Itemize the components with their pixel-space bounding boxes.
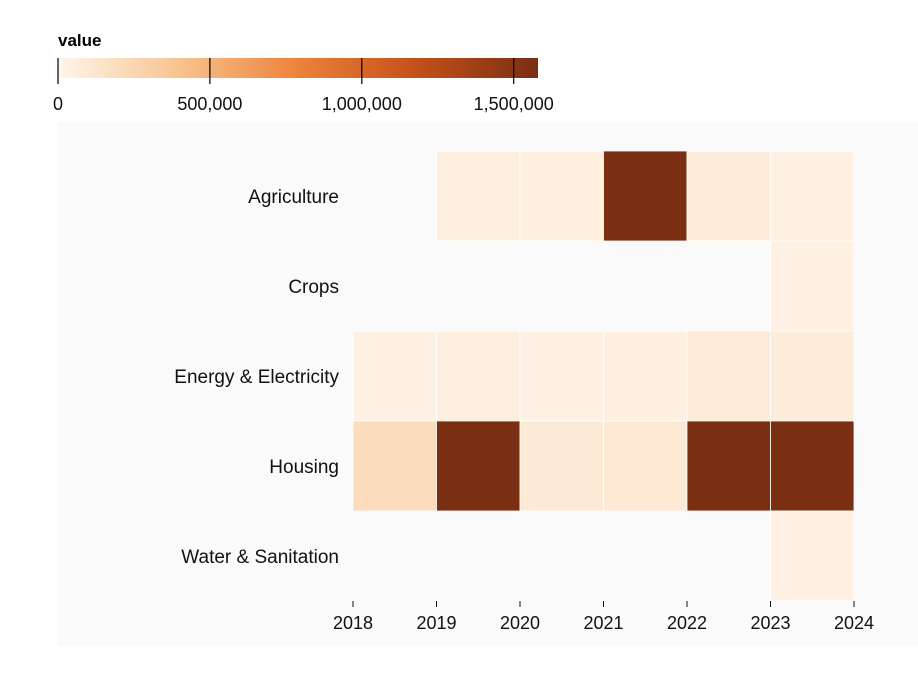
x-tick-label: 2022 xyxy=(667,613,707,633)
y-axis-label: Agriculture xyxy=(248,187,339,208)
legend-ticks: 0 500,000 1,000,000 1,500,000 xyxy=(53,58,554,114)
x-tick-label: 2021 xyxy=(583,613,623,633)
y-axis-label: Crops xyxy=(288,277,339,298)
legend-tick-label: 1,500,000 xyxy=(474,94,554,114)
heatmap-cell xyxy=(686,330,771,422)
heatmap-cell xyxy=(519,150,604,242)
y-axis-labels: Agriculture Crops Energy & Electricity Hous… xyxy=(174,187,339,568)
heatmap-cells xyxy=(352,150,855,602)
heatmap-cell xyxy=(603,150,688,242)
heatmap-cell xyxy=(686,420,771,512)
legend-color-bar xyxy=(58,58,538,78)
legend-title: value xyxy=(58,31,101,50)
x-tick-label: 2023 xyxy=(750,613,790,633)
heatmap-cell xyxy=(436,330,521,422)
x-tick-label: 2019 xyxy=(416,613,456,633)
heatmap-cell xyxy=(770,420,855,512)
heatmap-cell xyxy=(770,330,855,422)
heatmap-cell xyxy=(519,330,604,422)
legend-tick-label: 1,000,000 xyxy=(322,94,402,114)
heatmap-cell xyxy=(686,150,771,242)
heatmap-cell xyxy=(352,420,437,512)
heatmap-cell xyxy=(770,150,855,242)
x-tick-label: 2018 xyxy=(333,613,373,633)
heatmap-cell xyxy=(603,330,688,422)
x-axis: 2018 2019 2020 2021 2022 2023 2024 xyxy=(333,601,874,633)
x-tick-label: 2024 xyxy=(834,613,874,633)
heatmap-cell xyxy=(436,150,521,242)
y-axis-label: Housing xyxy=(269,457,339,478)
heatmap-cell xyxy=(352,330,437,422)
y-axis-label: Water & Sanitation xyxy=(181,547,339,568)
heatmap-cell xyxy=(436,420,521,512)
heatmap-cell xyxy=(770,510,855,602)
heatmap-cell xyxy=(603,420,688,512)
heatmap-cell xyxy=(519,420,604,512)
y-axis-label: Energy & Electricity xyxy=(174,367,339,388)
heatmap-cell xyxy=(770,240,855,332)
x-tick-label: 2020 xyxy=(500,613,540,633)
color-legend: value 0 500,000 1,000,000 1,500,000 xyxy=(53,31,554,114)
legend-tick-label: 0 xyxy=(53,94,63,114)
legend-tick-label: 500,000 xyxy=(177,94,242,114)
